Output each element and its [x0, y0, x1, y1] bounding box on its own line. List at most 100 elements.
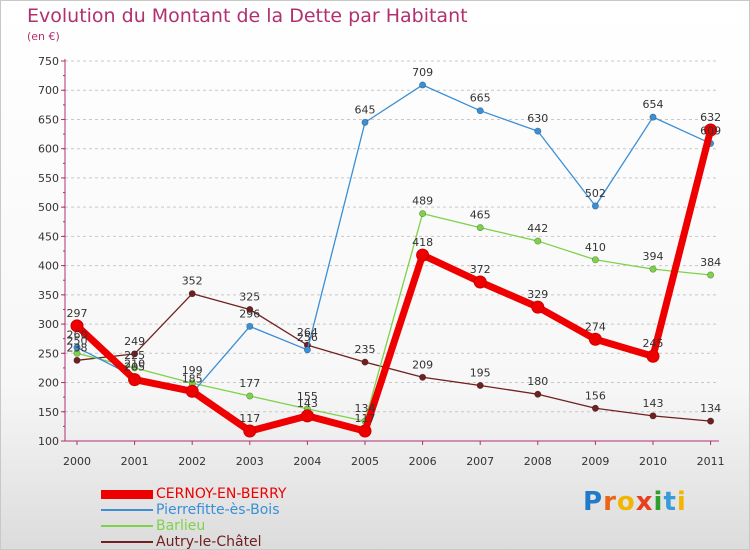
data-point — [707, 417, 715, 425]
legend-label: CERNOY-EN-BERRY — [156, 486, 287, 502]
data-point — [476, 224, 484, 232]
x-tick-label: 2002 — [178, 455, 206, 468]
data-label: 609 — [700, 124, 721, 137]
data-point — [534, 390, 542, 398]
data-point — [476, 107, 484, 115]
data-point — [131, 350, 139, 358]
legend-item: Barlieu — [101, 518, 286, 534]
x-tick-label: 2008 — [524, 455, 552, 468]
data-point — [70, 319, 84, 333]
data-label: 177 — [239, 377, 260, 390]
data-label: 260 — [67, 328, 88, 341]
data-point — [531, 300, 545, 314]
data-label: 645 — [355, 103, 376, 116]
data-point — [649, 113, 657, 121]
data-label: 442 — [527, 222, 548, 235]
data-label: 352 — [182, 275, 203, 288]
data-point — [704, 123, 718, 137]
data-label: 143 — [297, 397, 318, 410]
chart-title: Evolution du Montant de la Dette par Hab… — [27, 5, 468, 27]
logo-letter: x — [635, 487, 654, 517]
y-tick-label: 750 — [38, 55, 59, 68]
data-label: 134 — [700, 402, 721, 415]
data-point — [131, 364, 139, 372]
data-point — [707, 271, 715, 279]
data-label: 117 — [239, 412, 260, 425]
data-label: 143 — [643, 397, 664, 410]
y-tick-label: 500 — [38, 201, 59, 214]
data-label: 245 — [643, 337, 664, 350]
data-label: 238 — [67, 341, 88, 354]
data-label: 250 — [67, 334, 88, 347]
data-point — [358, 424, 372, 438]
data-label: 384 — [700, 256, 721, 269]
data-point — [591, 256, 599, 264]
y-tick-label: 700 — [38, 84, 59, 97]
data-point — [646, 349, 660, 363]
chart-subtitle: (en €) — [27, 30, 60, 43]
x-tick-label: 2003 — [236, 455, 264, 468]
y-tick-label: 600 — [38, 143, 59, 156]
data-label: 654 — [643, 98, 664, 111]
data-point — [243, 424, 257, 438]
y-tick-label: 100 — [38, 435, 59, 448]
logo-letter: r — [603, 487, 617, 517]
data-label: 185 — [182, 372, 203, 385]
data-point — [361, 118, 369, 126]
data-label: 180 — [527, 375, 548, 388]
data-point — [419, 81, 427, 89]
data-label: 117 — [355, 412, 376, 425]
x-tick-label: 2006 — [409, 455, 437, 468]
data-label: 264 — [297, 326, 318, 339]
x-tick-label: 2000 — [63, 455, 91, 468]
data-label: 489 — [412, 195, 433, 208]
legend-swatch — [101, 509, 153, 511]
data-label: 210 — [124, 358, 145, 371]
data-label: 256 — [297, 331, 318, 344]
data-point — [473, 275, 487, 289]
data-label: 632 — [700, 111, 721, 124]
data-label: 394 — [643, 250, 664, 263]
data-point — [534, 237, 542, 245]
series-line — [74, 129, 714, 435]
x-tick-label: 2007 — [466, 455, 494, 468]
legend-swatch — [101, 541, 153, 543]
series-line — [76, 293, 711, 422]
y-tick-label: 400 — [38, 260, 59, 273]
data-point — [246, 305, 254, 313]
data-label: 209 — [412, 358, 433, 371]
y-tick-label: 250 — [38, 347, 59, 360]
legend-swatch — [101, 489, 153, 499]
data-label: 225 — [124, 349, 145, 362]
y-tick-label: 450 — [38, 230, 59, 243]
data-point — [534, 127, 542, 135]
data-point — [246, 392, 254, 400]
data-point — [419, 373, 427, 381]
chart-legend: CERNOY-EN-BERRY Pierrefitte-ès-Bois Barlie… — [101, 486, 286, 550]
data-label: 418 — [412, 236, 433, 249]
y-tick-label: 650 — [38, 113, 59, 126]
data-label: 502 — [585, 187, 606, 200]
data-point — [476, 381, 484, 389]
data-label: 325 — [239, 290, 260, 303]
data-point — [73, 356, 81, 364]
legend-label: Pierrefitte-ès-Bois — [156, 502, 280, 518]
data-label: 709 — [412, 66, 433, 79]
data-point — [591, 404, 599, 412]
data-label: 296 — [239, 307, 260, 320]
data-label: 372 — [470, 263, 491, 276]
data-point — [416, 248, 430, 262]
logo-letter: o — [616, 487, 636, 517]
data-point — [303, 346, 311, 354]
logo-letter: t — [663, 487, 677, 517]
data-point — [300, 409, 314, 423]
data-label: 156 — [585, 389, 606, 402]
x-tick-label: 2009 — [581, 455, 609, 468]
data-label: 205 — [124, 361, 145, 374]
data-point — [591, 202, 599, 210]
y-tick-label: 300 — [38, 318, 59, 331]
legend-swatch — [101, 525, 153, 527]
data-label: 155 — [297, 390, 318, 403]
data-point — [246, 322, 254, 330]
